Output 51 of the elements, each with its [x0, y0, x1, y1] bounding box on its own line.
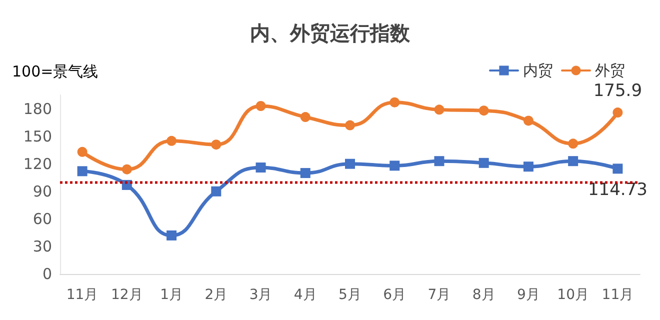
point — [434, 104, 444, 115]
point — [568, 156, 578, 166]
y-tick-label: 60 — [32, 210, 52, 228]
point — [345, 120, 355, 130]
point — [568, 138, 578, 149]
point — [478, 106, 489, 116]
x-tick-label: 8月 — [472, 287, 496, 303]
point — [211, 140, 222, 150]
data-label: 175.9 — [593, 81, 642, 102]
y-tick-label: 180 — [23, 100, 52, 118]
x-tick-label: 3月 — [249, 287, 272, 303]
point — [434, 156, 444, 166]
point — [390, 97, 400, 108]
point — [523, 116, 534, 126]
y-tick-label: 150 — [23, 127, 52, 146]
point — [256, 162, 266, 173]
point — [166, 230, 177, 240]
y-tick-label: 0 — [42, 265, 52, 283]
point — [77, 166, 88, 176]
point — [122, 164, 132, 174]
point — [612, 108, 623, 118]
point — [300, 112, 310, 122]
x-tick-label: 11月 — [66, 287, 98, 303]
x-tick-label: 12月 — [111, 287, 143, 303]
point — [77, 146, 88, 157]
y-tick-label: 30 — [32, 237, 52, 256]
point — [390, 160, 400, 171]
legend-label: 内贸 — [523, 62, 553, 80]
point — [166, 136, 177, 146]
x-tick-label: 7月 — [428, 287, 451, 303]
point — [300, 168, 310, 178]
x-tick-label: 11月 — [602, 287, 634, 303]
legend-label: 外贸 — [595, 62, 625, 80]
x-tick-label: 2月 — [204, 287, 228, 303]
point — [478, 158, 489, 168]
point — [345, 158, 355, 169]
y-tick-label: 120 — [23, 154, 52, 173]
x-tick-label: 10月 — [557, 287, 589, 303]
point — [256, 101, 266, 112]
data-label: 114.73 — [588, 180, 648, 200]
point — [523, 162, 534, 172]
y-tick-label: 90 — [32, 182, 52, 200]
x-tick-label: 6月 — [383, 287, 406, 303]
x-tick-label: 4月 — [294, 287, 317, 303]
point — [612, 164, 623, 174]
x-tick-label: 1月 — [160, 287, 183, 303]
chart-title: 内、外贸运行指数 — [250, 21, 411, 45]
point — [211, 186, 222, 196]
text: 100=景气线 — [12, 62, 98, 80]
x-tick-label: 9月 — [517, 287, 540, 303]
x-tick-label: 5月 — [338, 287, 362, 303]
